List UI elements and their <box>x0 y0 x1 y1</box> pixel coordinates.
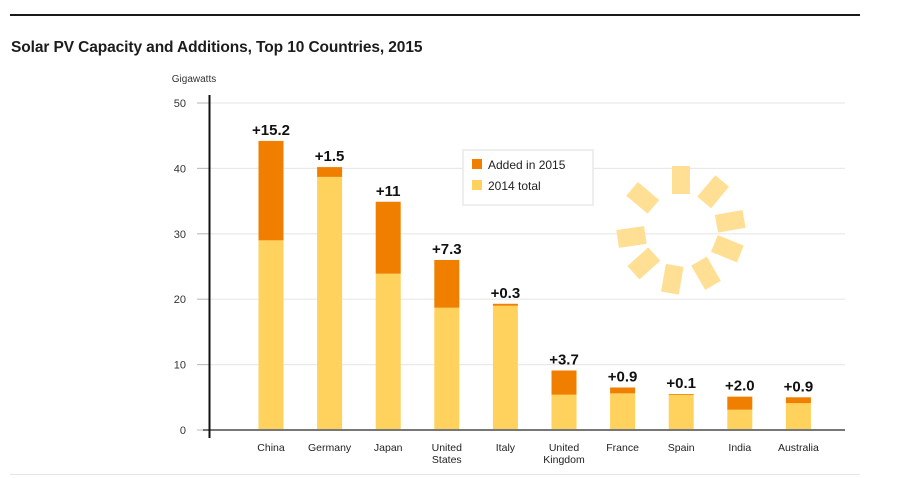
sun-ray-rect <box>616 226 647 248</box>
bar-added-2015 <box>375 201 401 274</box>
y-tick-label: 50 <box>174 98 186 110</box>
bottom-rule <box>10 474 860 475</box>
bar-added-2015 <box>317 167 343 177</box>
data-label: +7.3 <box>432 241 462 258</box>
sun-ray <box>711 235 744 263</box>
bar-added-2015 <box>668 394 694 395</box>
x-tick-label: Japan <box>374 442 403 454</box>
y-tick-label: 0 <box>180 425 186 437</box>
y-tick-labels: 0 10 20 30 40 50 <box>174 98 186 437</box>
bar-2014-total <box>551 394 577 430</box>
bar-added-2015 <box>551 370 577 395</box>
x-tick-label: United <box>432 442 463 454</box>
bar-added-2015 <box>434 259 460 308</box>
bar-2014-total <box>492 305 518 430</box>
x-tick-label: China <box>257 442 285 454</box>
data-label: +15.2 <box>252 122 290 139</box>
x-tick-label: United <box>549 442 580 454</box>
chart-title: Solar PV Capacity and Additions, Top 10 … <box>11 39 423 56</box>
sun-ray-rect <box>711 235 744 263</box>
legend-swatch-2014 <box>472 180 482 190</box>
data-label: +0.3 <box>491 285 521 302</box>
bar-added-2015 <box>785 397 811 404</box>
bar-2014-total <box>258 240 284 430</box>
data-label: +0.9 <box>608 368 638 385</box>
bar-2014-total <box>668 394 694 430</box>
bars <box>258 140 811 430</box>
sun-ray-rect <box>672 166 690 194</box>
bar-2014-total <box>317 176 343 430</box>
x-tick-label: France <box>606 442 639 454</box>
sun-ray <box>661 263 684 295</box>
x-tick-label: Australia <box>778 442 819 454</box>
sun-icon <box>616 166 746 295</box>
x-tick-label: States <box>432 454 462 466</box>
axes <box>203 95 845 438</box>
sun-ray-rect <box>627 247 661 280</box>
y-tick-label: 40 <box>174 163 186 175</box>
sun-ray-rect <box>697 175 730 209</box>
y-tick-label: 20 <box>174 294 186 306</box>
x-tick-label: Spain <box>668 442 695 454</box>
y-axis-label: Gigawatts <box>172 74 216 85</box>
bar-added-2015 <box>610 387 636 394</box>
sun-ray-rect <box>691 256 721 290</box>
bar-2014-total <box>375 273 401 430</box>
bar-added-2015 <box>727 396 753 410</box>
bar-2014-total <box>727 409 753 430</box>
sun-ray-rect <box>661 263 684 295</box>
data-label: +3.7 <box>549 351 579 368</box>
bar-2014-total <box>785 403 811 430</box>
legend-label-2014: 2014 total <box>488 179 541 193</box>
data-labels: +15.2 +1.5 +11 +7.3 +0.3 +3.7 +0.9 +0.1 +2.0 +0.9 <box>252 122 813 395</box>
sun-ray-rect <box>626 181 660 214</box>
legend-swatch-added <box>472 159 482 169</box>
y-tick-label: 10 <box>174 360 186 372</box>
sun-ray <box>691 256 721 290</box>
bar-2014-total <box>610 393 636 430</box>
data-label: +0.9 <box>784 378 814 395</box>
top-rule <box>10 14 860 16</box>
bar-2014-total <box>434 307 460 430</box>
data-label: +11 <box>376 183 401 200</box>
x-tick-label: India <box>728 442 751 454</box>
sun-ray <box>626 181 660 214</box>
sun-ray <box>672 166 690 194</box>
x-tick-label: Germany <box>308 442 352 454</box>
legend-label-added: Added in 2015 <box>488 158 566 172</box>
sun-ray <box>627 247 661 280</box>
sun-ray <box>616 226 647 248</box>
bar-added-2015 <box>492 303 518 306</box>
y-tick-label: 30 <box>174 229 186 241</box>
x-tick-label: Kingdom <box>543 454 585 466</box>
sun-ray-rect <box>714 210 746 233</box>
sun-ray <box>714 210 746 233</box>
legend-box <box>462 149 594 206</box>
bar-added-2015 <box>258 140 284 241</box>
x-tick-label: Italy <box>496 442 516 454</box>
data-label: +0.1 <box>666 375 696 392</box>
data-label: +2.0 <box>725 378 755 395</box>
data-label: +1.5 <box>315 148 345 165</box>
legend: Added in 2015 2014 total <box>462 149 594 206</box>
sun-ray <box>697 175 730 209</box>
